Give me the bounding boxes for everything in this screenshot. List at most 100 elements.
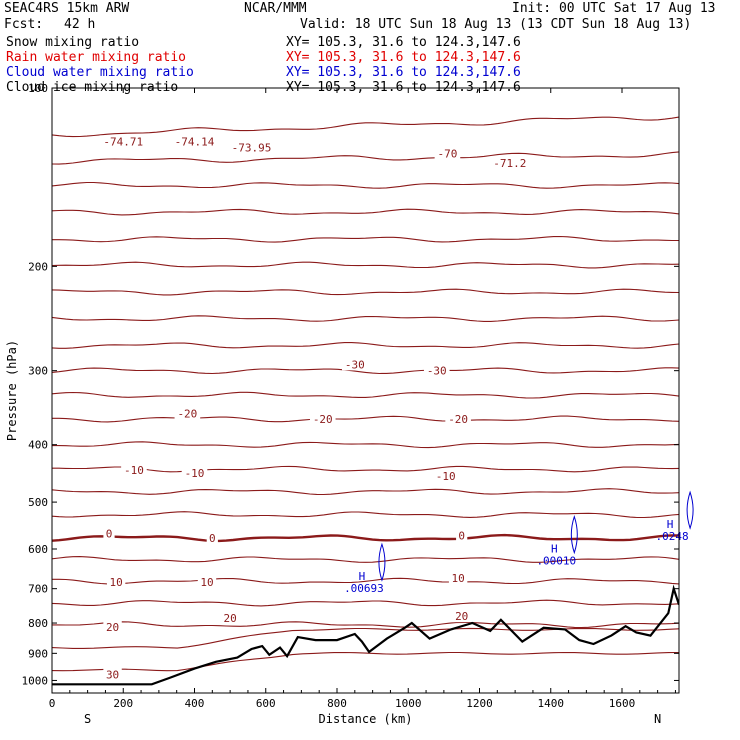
temperature-label: -74.14 <box>175 135 215 148</box>
isotherm-line <box>52 533 679 543</box>
temperature-label-bg <box>206 531 218 544</box>
temperature-label: -30 <box>427 364 447 377</box>
temperature-label-bg <box>181 466 208 479</box>
isotherm-line <box>52 621 679 629</box>
south-label: S <box>84 712 91 726</box>
temperature-label-bg <box>103 527 115 540</box>
cloud-max-value: .00010 <box>536 555 576 568</box>
temperature-label-bg <box>456 529 468 542</box>
temperature-label-bg <box>121 464 147 477</box>
temperature-label: -70 <box>438 148 458 161</box>
y-tick-label: 700 <box>28 583 48 596</box>
forecast-label: Fcst: <box>4 17 44 32</box>
isotherm-line <box>52 367 679 375</box>
y-tick-label: 200 <box>28 260 48 273</box>
temperature-label-bg <box>103 620 122 633</box>
cloud-contour <box>570 515 578 555</box>
isotherm-line <box>52 151 679 165</box>
temperature-label: 20 <box>224 612 237 625</box>
temperature-label: 20 <box>455 610 468 623</box>
temperature-label-bg <box>452 610 471 623</box>
temperature-label: -71.2 <box>493 157 526 170</box>
temperature-label: 0 <box>209 532 216 545</box>
temperature-label-bg <box>448 572 468 585</box>
cloud-max-value: .0248 <box>656 530 689 543</box>
field-cloud-name: Cloud water mixing ratio <box>6 65 194 80</box>
isotherm-line <box>52 465 679 473</box>
isotherm-line <box>52 556 679 563</box>
temperature-label-bg <box>99 135 147 148</box>
temperature-label-bg <box>170 135 219 148</box>
temperature-label-bg <box>106 576 126 589</box>
temperature-label: -20 <box>177 407 197 420</box>
isotherm-line <box>52 261 679 269</box>
temperature-label: -74.71 <box>103 135 143 148</box>
isotherm-line <box>52 511 679 519</box>
isotherm-line <box>52 208 679 216</box>
init-time: Init: 00 UTC Sat 17 Aug 13 <box>512 1 716 16</box>
cloud-contour <box>378 542 386 582</box>
temperature-label: 0 <box>106 527 113 540</box>
isotherm-line <box>52 288 679 296</box>
x-tick-label: 1600 <box>609 697 636 710</box>
model-title: SEAC4RS 15km ARW <box>4 1 130 16</box>
temperature-label-bg <box>309 413 336 426</box>
cloud-contour <box>686 490 694 530</box>
isotherm-line <box>52 599 679 607</box>
temperature-label: 20 <box>106 621 119 634</box>
temperature-label: -20 <box>313 413 333 426</box>
x-tick-label: 1400 <box>538 697 565 710</box>
y-tick-label: 100 <box>28 82 48 95</box>
temperature-label-bg <box>434 147 461 160</box>
plot-frame <box>51 87 680 694</box>
field-cloud-xy: XY= 105.3, 31.6 to 124.3,147.6 <box>286 65 521 80</box>
field-snow-name: Snow mixing ratio <box>6 35 140 50</box>
field-rain-xy: XY= 105.3, 31.6 to 124.3,147.6 <box>286 50 521 65</box>
temperature-label-bg <box>342 358 368 371</box>
temperature-label: 10 <box>452 572 465 585</box>
y-tick-label: 800 <box>28 617 48 630</box>
x-tick-label: 1000 <box>395 697 422 710</box>
temperature-label: -10 <box>124 464 144 477</box>
temperature-label: -10 <box>185 467 205 480</box>
temperature-label-bg <box>227 141 276 154</box>
isotherm-line <box>52 235 679 243</box>
temperature-label: -20 <box>448 413 468 426</box>
temperature-label: -30 <box>345 358 365 371</box>
x-tick-label: 600 <box>256 697 276 710</box>
isotherm-line <box>52 342 679 349</box>
y-tick-label: 300 <box>28 365 48 378</box>
field-rain-name: Rain water mixing ratio <box>6 50 187 65</box>
cloud-max-label: H <box>551 543 558 556</box>
isotherm-line <box>52 441 679 449</box>
valid-time: Valid: 18 UTC Sun 18 Aug 13 (13 CDT Sun … <box>300 17 692 32</box>
isotherm-line <box>52 116 679 138</box>
temperature-label-bg <box>423 364 450 377</box>
y-tick-label: 500 <box>28 496 48 509</box>
y-tick-label: 1000 <box>22 674 49 687</box>
x-tick-label: 800 <box>327 697 347 710</box>
cloud-max-label: H <box>359 570 366 583</box>
y-tick-label: 400 <box>28 439 48 452</box>
x-tick-label: 1200 <box>466 697 493 710</box>
temperature-label-bg <box>103 668 122 681</box>
cloud-max-label: H <box>667 518 674 531</box>
isotherm-line <box>52 577 679 585</box>
x-axis-label: Distance (km) <box>319 712 413 726</box>
isotherm-line <box>52 488 679 496</box>
temperature-label-bg <box>197 576 217 589</box>
temperature-label: 30 <box>106 668 119 681</box>
isotherm-line <box>52 391 679 399</box>
temperature-label-bg <box>489 157 530 170</box>
temperature-label-bg <box>220 611 240 624</box>
temperature-label: 10 <box>200 576 213 589</box>
cloud-max-value: .00693 <box>344 582 384 595</box>
y-tick-label: 600 <box>28 543 48 556</box>
field-snow-xy: XY= 105.3, 31.6 to 124.3,147.6 <box>286 35 521 50</box>
north-label: N <box>654 712 661 726</box>
temperature-label: 10 <box>110 576 123 589</box>
temperature-label-bg <box>432 469 459 482</box>
forecast-hours: 42 h <box>64 17 96 32</box>
temperature-label: -10 <box>436 470 456 483</box>
